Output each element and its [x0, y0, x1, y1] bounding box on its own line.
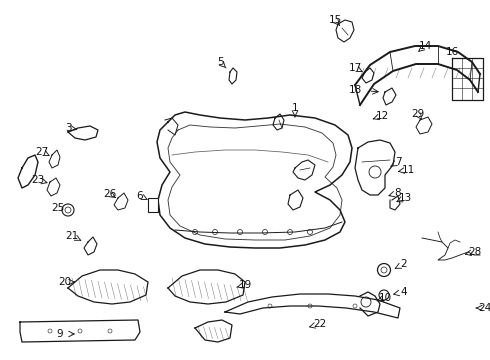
- Text: 13: 13: [398, 193, 412, 203]
- Text: 18: 18: [348, 85, 362, 95]
- Text: 22: 22: [314, 319, 327, 329]
- Text: 3: 3: [65, 123, 72, 133]
- Text: 20: 20: [58, 277, 72, 287]
- Text: 5: 5: [217, 57, 223, 67]
- Text: 4: 4: [401, 287, 407, 297]
- Text: 25: 25: [51, 203, 65, 213]
- Text: 12: 12: [375, 111, 389, 121]
- Text: 14: 14: [418, 41, 432, 51]
- Text: 28: 28: [468, 247, 482, 257]
- Text: 24: 24: [478, 303, 490, 313]
- Text: 21: 21: [65, 231, 78, 241]
- Text: 7: 7: [394, 157, 401, 167]
- Text: 11: 11: [401, 165, 415, 175]
- Text: 17: 17: [348, 63, 362, 73]
- Text: 10: 10: [378, 293, 392, 303]
- Text: 23: 23: [31, 175, 45, 185]
- Text: 6: 6: [137, 191, 143, 201]
- Text: 9: 9: [57, 329, 63, 339]
- Text: 2: 2: [401, 259, 407, 269]
- Polygon shape: [148, 198, 158, 212]
- Text: 27: 27: [35, 147, 49, 157]
- Text: 19: 19: [238, 280, 252, 290]
- Text: 15: 15: [328, 15, 342, 25]
- Text: 16: 16: [445, 47, 459, 57]
- Text: 29: 29: [412, 109, 425, 119]
- Text: 8: 8: [394, 188, 401, 198]
- Text: 1: 1: [292, 103, 298, 113]
- Text: 26: 26: [103, 189, 117, 199]
